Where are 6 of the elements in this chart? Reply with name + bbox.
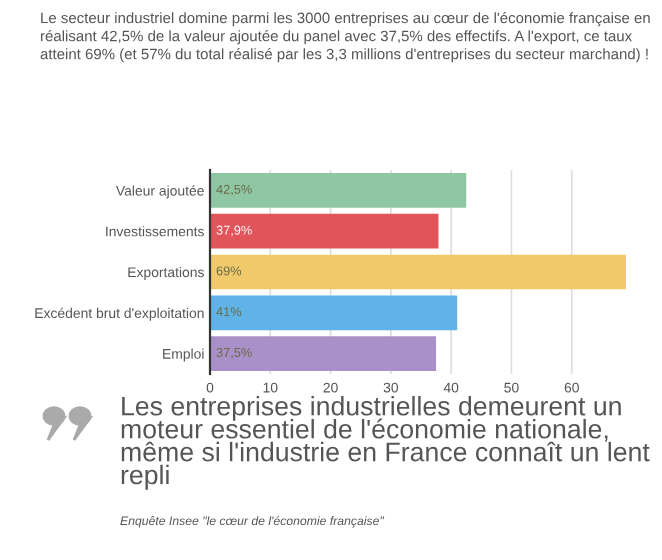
bar xyxy=(210,173,467,208)
text: Les entreprises industrielles demeurent un moteur essentiel de l'économie nationale, même si l'industrie en France connaît un lent repli xyxy=(121,396,650,490)
bar xyxy=(210,336,437,371)
bar xyxy=(210,254,626,290)
bar xyxy=(210,295,458,331)
bar xyxy=(210,213,439,249)
